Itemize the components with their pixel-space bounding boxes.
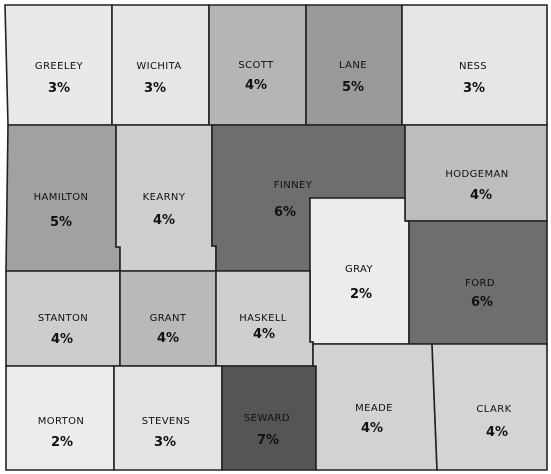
county-grant-value: 4%: [157, 331, 179, 346]
county-meade-name: MEADE: [355, 403, 393, 414]
county-clark[interactable]: CLARK 4%: [431, 343, 548, 471]
county-haskell-value: 4%: [253, 327, 275, 342]
county-gray-value: 2%: [350, 287, 372, 302]
county-greeley[interactable]: GREELEY 3%: [4, 4, 113, 126]
county-stanton-name: STANTON: [38, 313, 88, 324]
county-clark-value: 4%: [486, 425, 508, 440]
county-ness[interactable]: NESS 3%: [401, 4, 548, 126]
county-scott-value: 4%: [245, 78, 267, 93]
county-seward-name: SEWARD: [244, 413, 290, 424]
county-greeley-value: 3%: [48, 81, 70, 96]
county-lane-name: LANE: [339, 60, 367, 71]
county-grant-name: GRANT: [150, 313, 187, 324]
county-stevens-name: STEVENS: [142, 416, 191, 427]
county-hamilton-name: HAMILTON: [34, 192, 89, 203]
county-haskell-name: HASKELL: [239, 313, 287, 324]
county-kearny[interactable]: KEARNY 4%: [115, 124, 217, 272]
county-stevens-value: 3%: [154, 435, 176, 450]
county-kearny-name: KEARNY: [143, 192, 186, 203]
county-clark-name: CLARK: [476, 404, 511, 415]
county-ford-value: 6%: [471, 295, 493, 310]
county-meade[interactable]: MEADE 4%: [312, 343, 438, 471]
county-lane[interactable]: LANE 5%: [305, 4, 403, 126]
county-kearny-value: 4%: [153, 213, 175, 228]
county-stevens[interactable]: STEVENS 3%: [113, 365, 223, 471]
county-ford[interactable]: FORD 6%: [405, 220, 548, 345]
county-hodgeman-value: 4%: [470, 188, 492, 203]
county-ness-value: 3%: [463, 81, 485, 96]
county-wichita[interactable]: WICHITA 3%: [111, 4, 213, 129]
county-lane-value: 5%: [342, 80, 364, 95]
county-hodgeman-name: HODGEMAN: [445, 169, 508, 180]
county-greeley-name: GREELEY: [35, 61, 84, 72]
county-morton-value: 2%: [51, 435, 73, 450]
county-scott-name: SCOTT: [238, 60, 274, 71]
county-ness-name: NESS: [459, 61, 487, 72]
county-ford-name: FORD: [465, 278, 495, 289]
county-gray[interactable]: GRAY 2%: [309, 197, 410, 345]
county-wichita-value: 3%: [144, 81, 166, 96]
county-hodgeman[interactable]: HODGEMAN 4%: [404, 124, 548, 222]
county-meade-value: 4%: [361, 421, 383, 436]
county-hamilton-value: 5%: [50, 215, 72, 230]
county-seward[interactable]: SEWARD 7%: [221, 365, 317, 471]
county-morton-name: MORTON: [38, 416, 85, 427]
county-morton[interactable]: MORTON 2%: [5, 365, 115, 471]
county-stanton-value: 4%: [51, 332, 73, 347]
county-haskell[interactable]: HASKELL 4%: [215, 270, 314, 367]
county-wichita-name: WICHITA: [136, 61, 181, 72]
county-grant[interactable]: GRANT 4%: [119, 270, 217, 367]
county-scott[interactable]: SCOTT 4%: [208, 4, 307, 129]
county-hamilton[interactable]: HAMILTON 5%: [5, 124, 121, 272]
county-stanton[interactable]: STANTON 4%: [5, 270, 121, 367]
county-finney-value: 6%: [274, 205, 296, 220]
county-finney-name: FINNEY: [274, 180, 313, 191]
county-seward-value: 7%: [257, 433, 279, 448]
county-clark-shape: [431, 343, 548, 471]
county-gray-name: GRAY: [345, 264, 374, 275]
